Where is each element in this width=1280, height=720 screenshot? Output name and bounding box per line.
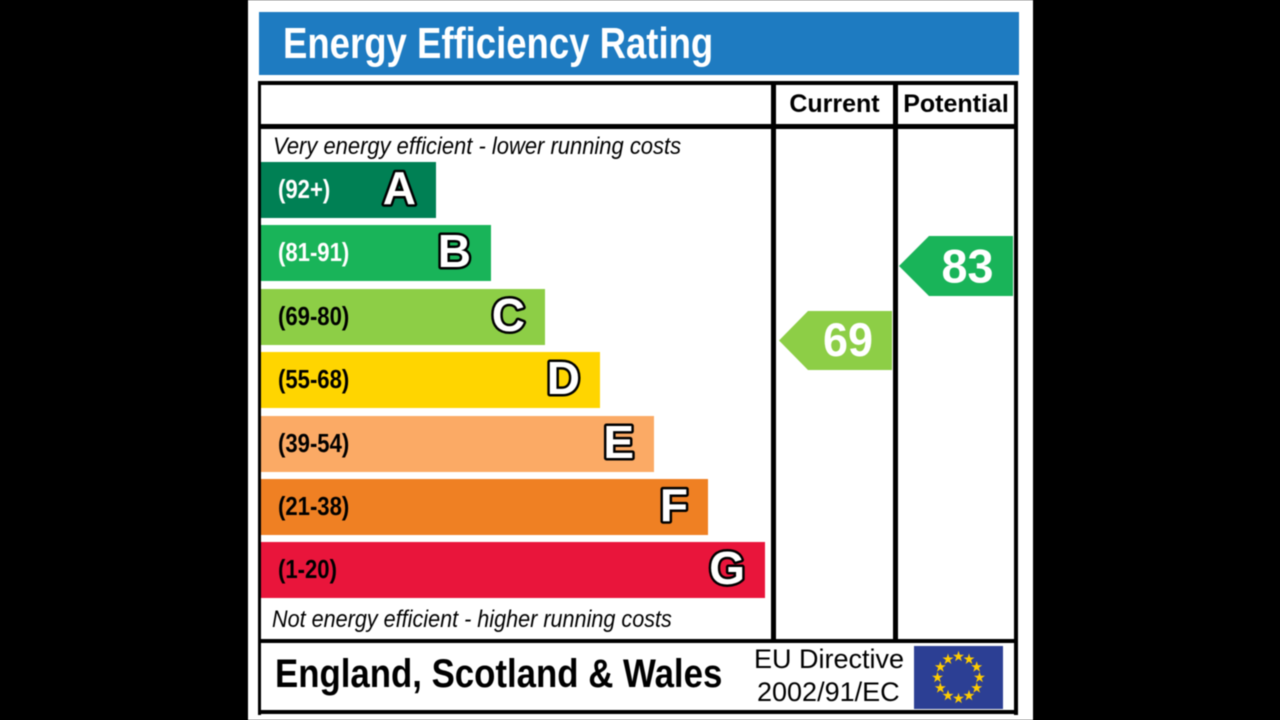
svg-text:F: F	[660, 482, 688, 531]
svg-text:C: C	[492, 292, 525, 341]
svg-text:83: 83	[942, 240, 994, 293]
svg-text:A: A	[383, 165, 416, 214]
svg-text:D: D	[547, 355, 580, 404]
svg-text:69: 69	[823, 313, 873, 366]
svg-text:E: E	[603, 419, 634, 468]
svg-text:G: G	[709, 545, 745, 594]
svg-text:B: B	[438, 228, 471, 277]
